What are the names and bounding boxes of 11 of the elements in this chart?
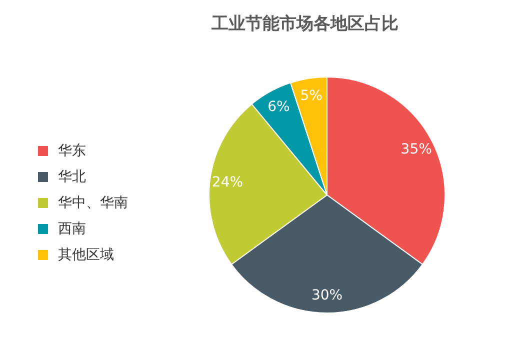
- data-label: 5%: [300, 88, 322, 104]
- data-label: 24%: [212, 174, 244, 190]
- legend-label: 华东: [58, 142, 86, 160]
- chart-title: 工业节能市场各地区占比: [210, 13, 400, 35]
- data-label: 6%: [268, 99, 290, 116]
- legend-label: 西南: [58, 220, 86, 238]
- legend-label: 华北: [58, 168, 86, 186]
- legend-label: 其他区域: [58, 246, 114, 264]
- legend-label: 华中、华南: [58, 194, 128, 212]
- data-label: 35%: [400, 141, 432, 158]
- data-label: 30%: [311, 287, 343, 304]
